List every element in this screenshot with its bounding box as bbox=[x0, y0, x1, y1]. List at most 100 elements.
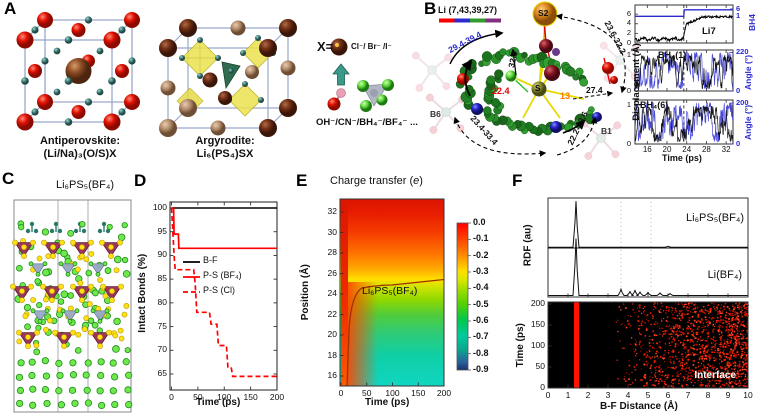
tick-label: 1 bbox=[736, 10, 741, 20]
tick-label: 200 bbox=[736, 97, 749, 107]
tick-label: 75 bbox=[157, 320, 167, 331]
atom-label-s: S bbox=[535, 84, 541, 93]
panel-c-letter: C bbox=[2, 169, 15, 188]
b-bh46-label: BH₄(6) bbox=[640, 100, 669, 110]
colorbar-tick: -0.5 bbox=[473, 298, 489, 309]
e-annotation: Li₆PS₅(BF₄) bbox=[362, 285, 418, 297]
tick-label: 6 bbox=[626, 8, 631, 18]
tick-label: 0 bbox=[338, 388, 344, 398]
tick-label: 100 bbox=[152, 202, 167, 212]
tick-label: 4 bbox=[626, 18, 631, 28]
d-xlabel: Time (ps) bbox=[196, 397, 241, 408]
antiperovskite-structure bbox=[16, 12, 140, 131]
tick-label: 200 bbox=[436, 388, 452, 398]
tick-label: 26 bbox=[327, 267, 337, 278]
tick-label: 28 bbox=[327, 247, 337, 257]
e-xlabel: Time (ps) bbox=[365, 397, 410, 408]
tick-label: 85 bbox=[157, 273, 167, 284]
tick-label: 150 bbox=[243, 392, 258, 402]
tick-label: 22 bbox=[327, 308, 337, 319]
tick-label: 2 bbox=[585, 390, 591, 400]
tick-label: 150 bbox=[530, 319, 545, 329]
b-ylabel-angle-bottom: Angle (°) bbox=[743, 104, 754, 140]
colorbar-tick: -0.1 bbox=[473, 233, 489, 244]
tick-label: 20 bbox=[662, 145, 672, 154]
colorbar-tick: 0.0 bbox=[473, 217, 486, 227]
tick-label: 0 bbox=[169, 392, 174, 402]
d-legend-item: P-S (BF₄) bbox=[203, 270, 242, 280]
cluster-anions-label: OH⁻/CN⁻/BH₄⁻/BF₄⁻ ... bbox=[316, 117, 418, 128]
b-xlabel: Time (ps) bbox=[662, 153, 702, 163]
e-title: Charge transfer (e) bbox=[330, 175, 423, 187]
tick-label: 32 bbox=[327, 206, 337, 216]
tick-label: 8 bbox=[705, 390, 711, 400]
panel-f-letter: F bbox=[512, 171, 523, 190]
halide-anions-label: Cl⁻/ Br⁻ /I⁻ bbox=[351, 42, 392, 51]
argyrodite-structure bbox=[159, 19, 297, 137]
colorbar-tick: -0.3 bbox=[473, 266, 489, 276]
li-trajectory-legend-label: Li (7,43,39,27) bbox=[438, 5, 498, 15]
tick-label: 10 bbox=[743, 390, 753, 400]
tick-label: 0 bbox=[545, 390, 551, 400]
tick-label: 28 bbox=[701, 145, 711, 154]
atom-label-b1: B1 bbox=[601, 126, 612, 136]
d-legend-item: P-S (Cl) bbox=[203, 285, 235, 295]
f-trace1-label: Li₆PS₅(BF₄) bbox=[686, 212, 744, 224]
tick-label: 50 bbox=[535, 361, 545, 371]
panel-e-letter: E bbox=[296, 171, 308, 190]
panel-b-letter: B bbox=[424, 0, 437, 18]
colorbar-tick: -0.6 bbox=[473, 315, 489, 325]
f-interface-annotation: Interface bbox=[694, 370, 736, 381]
tick-label: 20 bbox=[327, 329, 337, 339]
tick-label: 220 bbox=[736, 47, 749, 57]
tick-label: 6 bbox=[736, 3, 741, 13]
b-ylabel-bh4: BH4 bbox=[747, 13, 758, 31]
tick-label: 24 bbox=[682, 145, 692, 154]
tick-label: 100 bbox=[385, 388, 400, 398]
antiperovskite-title: Antiperovskite: bbox=[39, 135, 121, 147]
tick-label: 200 bbox=[269, 392, 285, 402]
atom-label-b6: B6 bbox=[430, 109, 441, 119]
tick-label: 1 bbox=[626, 49, 631, 59]
tick-label: 6 bbox=[665, 390, 671, 400]
tick-label: 150 bbox=[411, 388, 426, 398]
x-equals-label: X= bbox=[317, 39, 334, 54]
f-rdf-ylabel: RDF (au) bbox=[522, 224, 534, 267]
tick-label: 30 bbox=[327, 226, 337, 237]
tick-label: 0 bbox=[736, 85, 741, 95]
tick-label: 3 bbox=[605, 390, 611, 400]
d-legend-item: B-F bbox=[203, 255, 218, 265]
b-li7-label: Li7 bbox=[702, 26, 716, 37]
tick-label: 7 bbox=[685, 390, 691, 400]
colorbar-tick: -0.9 bbox=[473, 364, 489, 374]
distance-label-center-orange: 13 bbox=[560, 91, 571, 101]
panel-d-letter: D bbox=[134, 171, 147, 190]
tick-label: 2 bbox=[626, 27, 631, 37]
colorbar-tick: -0.8 bbox=[473, 347, 489, 358]
tick-label: 80 bbox=[157, 296, 167, 307]
tick-label: 16 bbox=[642, 145, 652, 154]
tick-label: 32 bbox=[721, 145, 731, 154]
c-title: Li₆PS₅(BF₄) bbox=[56, 179, 114, 191]
argyrodite-title: Argyrodite: bbox=[195, 135, 255, 147]
f-trace2-label: Li(BF₄) bbox=[707, 269, 742, 281]
tick-label: 1 bbox=[626, 100, 631, 110]
panel-a-letter: A bbox=[4, 0, 17, 18]
tick-label: 100 bbox=[530, 340, 545, 350]
b-bh41-label: BH₄(1) bbox=[658, 50, 687, 60]
tick-label: 5 bbox=[645, 390, 651, 400]
tick-label: 70 bbox=[157, 344, 167, 355]
tick-label: 1 bbox=[565, 390, 571, 400]
anion-legend-art bbox=[327, 38, 394, 112]
tick-label: 0 bbox=[540, 382, 545, 392]
b-ylabel-angle-mid: Angle (°) bbox=[743, 54, 754, 90]
tick-label: 65 bbox=[157, 368, 167, 378]
tick-label: 90 bbox=[157, 249, 167, 260]
atom-label-s2: S2 bbox=[538, 8, 549, 18]
colorbar-tick: -0.7 bbox=[473, 331, 489, 342]
colorbar-tick: -0.4 bbox=[473, 282, 489, 293]
tick-label: 200 bbox=[530, 298, 545, 308]
antiperovskite-formula: (Li/Na)₃(O/S)X bbox=[43, 148, 117, 160]
tick-label: 0 bbox=[626, 85, 631, 95]
